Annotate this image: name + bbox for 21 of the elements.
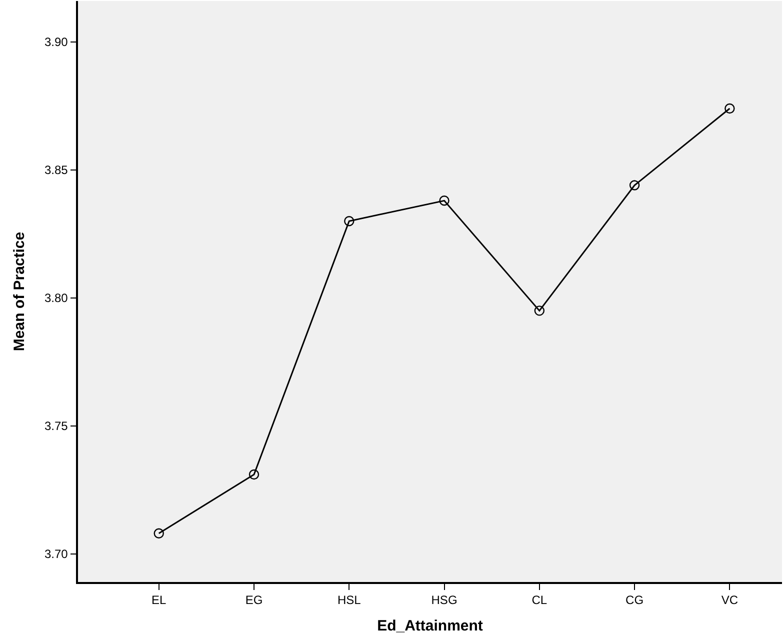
y-tick-label: 3.75 [44, 419, 68, 434]
x-tick-label: VC [721, 593, 738, 608]
point [439, 196, 450, 206]
x-axis-title: Ed_Attainment [377, 618, 483, 635]
point [248, 469, 260, 480]
x-tick-label: EG [245, 593, 263, 608]
y-axis-title: Mean of Practice [11, 232, 28, 352]
y-tick-label: 3.85 [44, 163, 68, 178]
y-tick-label: 3.70 [44, 547, 68, 562]
x-tick-label: EL [152, 593, 167, 608]
x-tick-label: HSL [337, 593, 362, 608]
point [344, 216, 354, 226]
x-tick-label: CL [532, 593, 548, 608]
point [629, 180, 640, 190]
point [154, 528, 164, 538]
y-tick-label: 3.80 [44, 291, 68, 306]
point [724, 103, 735, 114]
x-tick-label: HSG [431, 593, 458, 608]
x-tick-label: CG [626, 593, 644, 608]
point [534, 306, 545, 316]
y-tick-label: 3.90 [44, 35, 68, 50]
